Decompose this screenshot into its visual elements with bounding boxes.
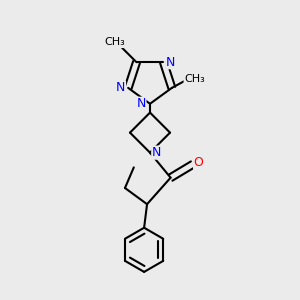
Text: O: O — [194, 157, 203, 169]
Text: CH₃: CH₃ — [184, 74, 205, 84]
Text: N: N — [116, 81, 125, 94]
Text: CH₃: CH₃ — [105, 38, 125, 47]
Text: N: N — [166, 56, 176, 69]
Text: N: N — [152, 146, 161, 159]
Text: N: N — [136, 97, 146, 110]
